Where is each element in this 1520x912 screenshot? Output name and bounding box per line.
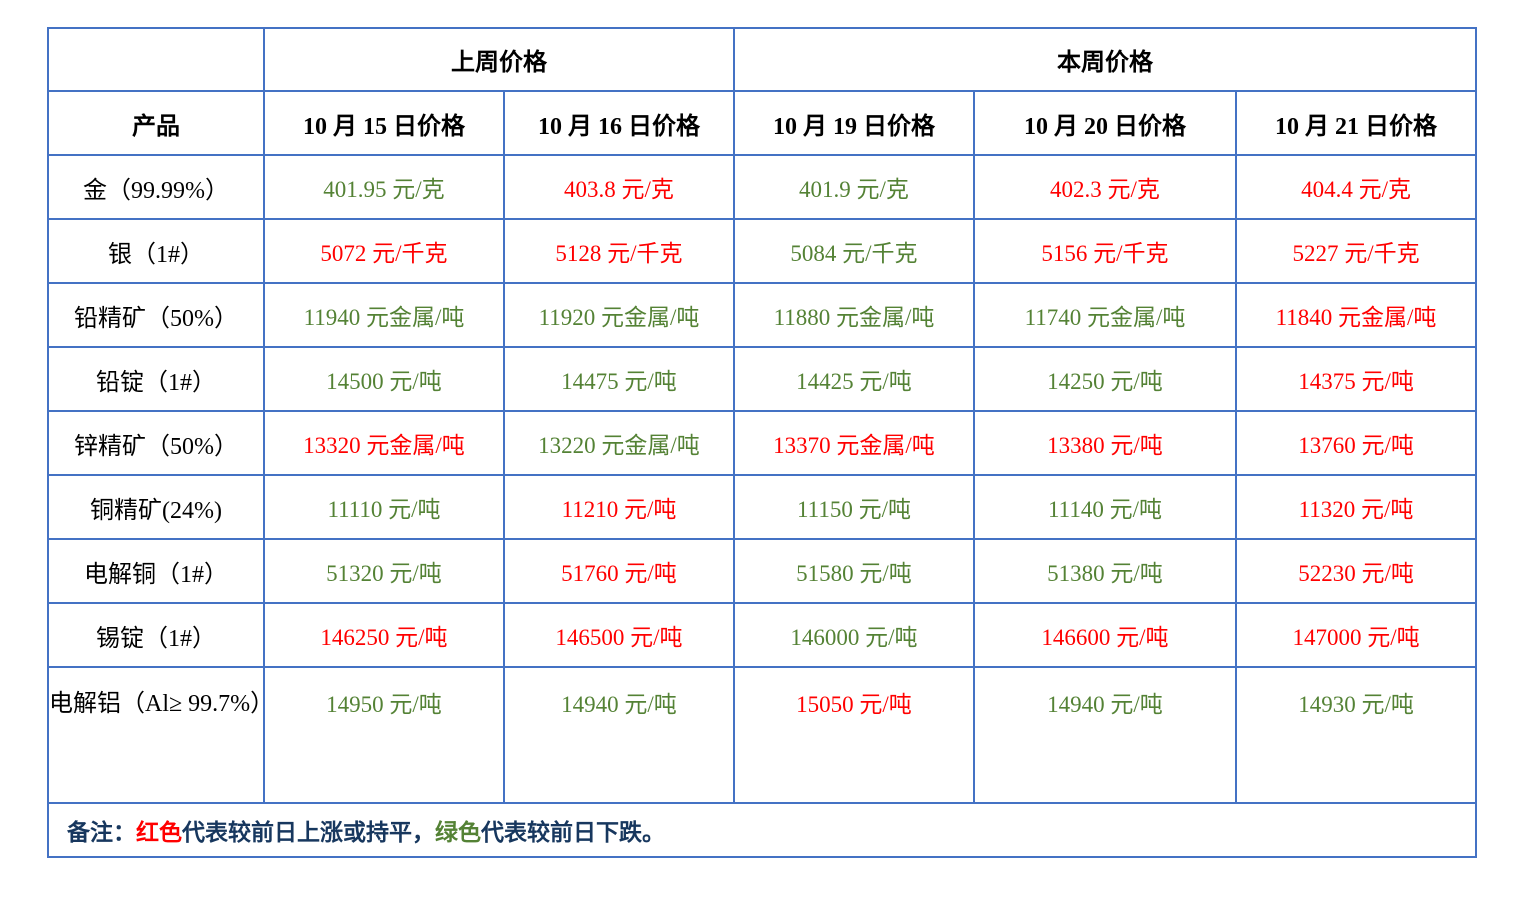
price-cell: 52230 元/吨 xyxy=(1234,538,1478,604)
oct19-column-header: 10 月 19 日价格 xyxy=(733,90,975,156)
note-text: 备注：红色代表较前日上涨或持平，绿色代表较前日下跌。 xyxy=(67,820,665,845)
blank-header-cell xyxy=(47,27,265,92)
oct20-column-header: 10 月 20 日价格 xyxy=(973,90,1237,156)
column-header-row: 产品 10 月 15 日价格 10 月 16 日价格 10 月 19 日价格 1… xyxy=(47,90,1478,156)
price-cell: 13380 元/吨 xyxy=(973,410,1237,476)
group-header-row: 上周价格 本周价格 xyxy=(47,27,1478,92)
price-table-body: 金（99.99%） 401.95 元/克 403.8 元/克 401.9 元/克 402… xyxy=(47,154,1478,804)
table-row: 铅精矿（50%） 11940 元金属/吨 11920 元金属/吨 11880 元金属/… xyxy=(47,282,1478,348)
table-row: 铜精矿(24%) 11110 元/吨 11210 元/吨 11150 元/吨 11140… xyxy=(47,474,1478,540)
note-segment: 代表较前日上涨或持平， xyxy=(182,820,435,845)
price-cell: 404.4 元/克 xyxy=(1234,154,1478,220)
price-cell: 51760 元/吨 xyxy=(503,538,735,604)
note-row: 备注：红色代表较前日上涨或持平，绿色代表较前日下跌。 xyxy=(46,802,1478,858)
price-cell: 14930 元/吨 xyxy=(1234,666,1478,804)
price-cell: 11150 元/吨 xyxy=(733,474,975,540)
price-cell: 13320 元金属/吨 xyxy=(263,410,505,476)
table-row: 电解铝（Al≥ 99.7%） 14950 元/吨 14940 元/吨 15050 元/… xyxy=(47,666,1478,804)
product-name-cell: 铜精矿(24%) xyxy=(47,474,265,540)
price-cell: 401.95 元/克 xyxy=(263,154,505,220)
price-cell: 147000 元/吨 xyxy=(1234,602,1478,668)
product-name-cell: 铅锭（1#） xyxy=(47,346,265,412)
price-cell: 51320 元/吨 xyxy=(263,538,505,604)
product-name-cell: 金（99.99%） xyxy=(47,154,265,220)
product-name-cell: 锡锭（1#） xyxy=(47,602,265,668)
price-cell: 51380 元/吨 xyxy=(973,538,1237,604)
table-row: 金（99.99%） 401.95 元/克 403.8 元/克 401.9 元/克 402… xyxy=(47,154,1478,220)
price-cell: 51580 元/吨 xyxy=(733,538,975,604)
note-segment: 红色 xyxy=(136,820,182,845)
product-name-cell: 电解铝（Al≥ 99.7%） xyxy=(47,666,265,804)
price-cell: 11880 元金属/吨 xyxy=(733,282,975,348)
product-column-header: 产品 xyxy=(47,90,265,156)
this-week-group-header: 本周价格 xyxy=(732,27,1478,92)
oct16-column-header: 10 月 16 日价格 xyxy=(503,90,735,156)
price-cell: 11740 元金属/吨 xyxy=(973,282,1237,348)
price-cell: 11840 元金属/吨 xyxy=(1234,282,1478,348)
price-cell: 11320 元/吨 xyxy=(1234,474,1478,540)
price-cell: 11140 元/吨 xyxy=(973,474,1237,540)
price-cell: 146250 元/吨 xyxy=(263,602,505,668)
price-cell: 5128 元/千克 xyxy=(503,218,735,284)
price-cell: 5072 元/千克 xyxy=(263,218,505,284)
price-cell: 14425 元/吨 xyxy=(733,346,975,412)
price-cell: 14475 元/吨 xyxy=(503,346,735,412)
price-cell: 146000 元/吨 xyxy=(733,602,975,668)
price-cell: 401.9 元/克 xyxy=(733,154,975,220)
price-cell: 402.3 元/克 xyxy=(973,154,1237,220)
price-cell: 403.8 元/克 xyxy=(503,154,735,220)
table-footer: 备注：红色代表较前日上涨或持平，绿色代表较前日下跌。 xyxy=(46,802,1478,858)
oct15-column-header: 10 月 15 日价格 xyxy=(263,90,505,156)
price-table-container: 上周价格 本周价格 产品 10 月 15 日价格 10 月 16 日价格 10 … xyxy=(46,27,1478,858)
price-cell: 146600 元/吨 xyxy=(973,602,1237,668)
price-cell: 14950 元/吨 xyxy=(263,666,505,804)
note-segment: 代表较前日下跌。 xyxy=(481,820,665,845)
product-name-cell: 银（1#） xyxy=(47,218,265,284)
price-cell: 11210 元/吨 xyxy=(503,474,735,540)
price-cell: 11920 元金属/吨 xyxy=(503,282,735,348)
price-cell: 14940 元/吨 xyxy=(973,666,1237,804)
price-cell: 5156 元/千克 xyxy=(973,218,1237,284)
price-cell: 14250 元/吨 xyxy=(973,346,1237,412)
table-row: 锡锭（1#） 146250 元/吨 146500 元/吨 146000 元/吨 1466… xyxy=(47,602,1478,668)
oct21-column-header: 10 月 21 日价格 xyxy=(1234,90,1478,156)
table-row: 银（1#） 5072 元/千克 5128 元/千克 5084 元/千克 5156 元/千… xyxy=(47,218,1478,284)
table-row: 铅锭（1#） 14500 元/吨 14475 元/吨 14425 元/吨 14250 元… xyxy=(47,346,1478,412)
product-name-cell: 电解铜（1#） xyxy=(47,538,265,604)
table-row: 锌精矿（50%） 13320 元金属/吨 13220 元金属/吨 13370 元金属/… xyxy=(47,410,1478,476)
price-cell: 146500 元/吨 xyxy=(503,602,735,668)
last-week-group-header: 上周价格 xyxy=(263,27,735,92)
product-name-cell: 铅精矿（50%） xyxy=(47,282,265,348)
price-cell: 13220 元金属/吨 xyxy=(503,410,735,476)
note-segment: 绿色 xyxy=(435,820,481,845)
table-row: 电解铜（1#） 51320 元/吨 51760 元/吨 51580 元/吨 51380 … xyxy=(47,538,1478,604)
note-segment: 备注： xyxy=(67,820,136,845)
product-name-cell: 锌精矿（50%） xyxy=(47,410,265,476)
note-cell: 备注：红色代表较前日上涨或持平，绿色代表较前日下跌。 xyxy=(46,802,1478,858)
price-cell: 5227 元/千克 xyxy=(1234,218,1478,284)
price-cell: 15050 元/吨 xyxy=(733,666,975,804)
price-table: 上周价格 本周价格 产品 10 月 15 日价格 10 月 16 日价格 10 … xyxy=(46,27,1478,858)
price-cell: 5084 元/千克 xyxy=(733,218,975,284)
price-cell: 14375 元/吨 xyxy=(1234,346,1478,412)
price-cell: 11940 元金属/吨 xyxy=(263,282,505,348)
table-header: 上周价格 本周价格 产品 10 月 15 日价格 10 月 16 日价格 10 … xyxy=(47,27,1478,156)
price-cell: 13370 元金属/吨 xyxy=(733,410,975,476)
price-cell: 13760 元/吨 xyxy=(1234,410,1478,476)
price-cell: 11110 元/吨 xyxy=(263,474,505,540)
price-cell: 14500 元/吨 xyxy=(263,346,505,412)
price-cell: 14940 元/吨 xyxy=(503,666,735,804)
